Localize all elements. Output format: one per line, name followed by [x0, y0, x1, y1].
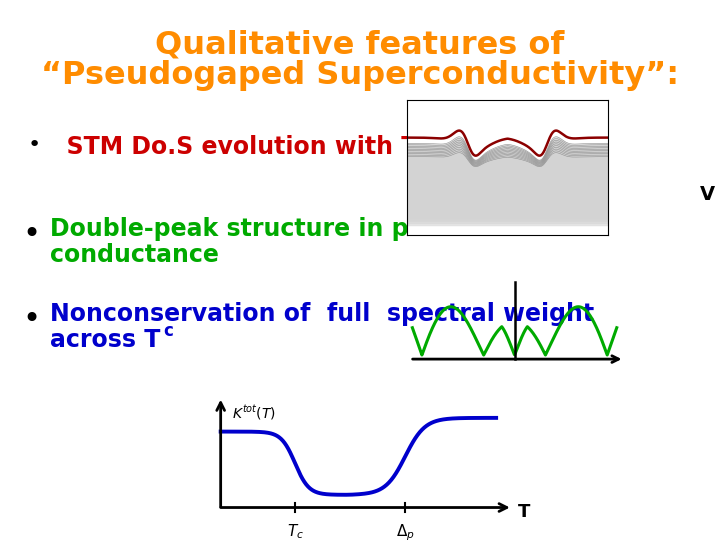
Text: Double-peak structure in point-contact: Double-peak structure in point-contact — [50, 217, 570, 241]
Text: •: • — [22, 305, 40, 334]
Text: $T_c$: $T_c$ — [287, 522, 304, 540]
Text: “Pseudogaped Superconductivity”:: “Pseudogaped Superconductivity”: — [41, 60, 679, 91]
Text: across T: across T — [50, 328, 161, 352]
Text: conductance: conductance — [50, 243, 219, 267]
Text: •: • — [22, 220, 40, 249]
Text: •: • — [28, 135, 41, 155]
Text: $\Delta_p$: $\Delta_p$ — [396, 522, 415, 540]
Text: c: c — [163, 322, 173, 340]
Text: Qualitative features of: Qualitative features of — [156, 30, 564, 61]
Text: STM Do.S evolution with T: STM Do.S evolution with T — [50, 135, 418, 159]
Text: $K^{tot}(T)$: $K^{tot}(T)$ — [232, 403, 276, 422]
Text: T: T — [518, 503, 531, 521]
Text: Nonconservation of  full  spectral weight: Nonconservation of full spectral weight — [50, 302, 594, 326]
Text: V: V — [700, 186, 715, 205]
